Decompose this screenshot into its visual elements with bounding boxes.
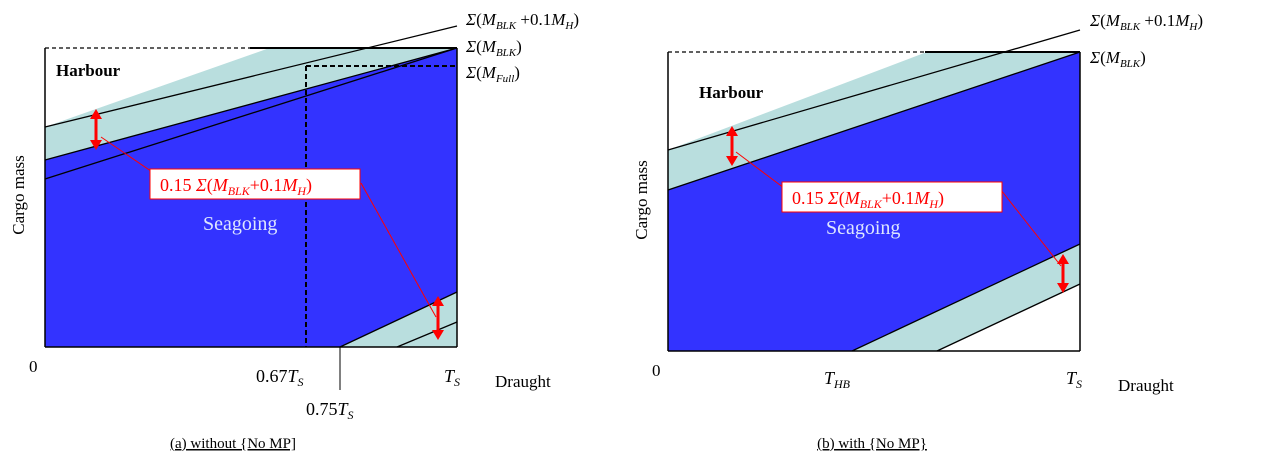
panel-b-arrow-upper: [726, 126, 738, 166]
panel-b-harbour-label: Harbour: [699, 83, 764, 102]
panel-a-arrow-upper: [90, 109, 102, 150]
panel-b-arrow-lower: [1057, 254, 1069, 293]
panel-a-callout-text: 0.15 Σ(MBLK+0.1MH): [160, 175, 312, 198]
panel-b-leader-2: [1000, 189, 1062, 267]
panel-a-line-blk: [44, 47, 458, 180]
panel-b-line-blk: [667, 51, 1081, 191]
panel-b-origin-label: 0: [652, 361, 661, 380]
panel-b-line-lower: [851, 243, 1081, 352]
panel-a-line-lower-2: [396, 321, 458, 348]
panel-a-origin-label: 0: [29, 357, 38, 376]
panel-a-harbour-label: Harbour: [56, 61, 121, 80]
panel-a-seagoing-label: Seagoing: [203, 213, 277, 235]
panel-b-tick-ts-label: TS: [1066, 368, 1082, 391]
panel-a-x-axis-label: Draught: [495, 372, 551, 391]
panel-a-tick-067-label: 0.67TS: [256, 366, 304, 389]
panel-a-leader-2: [360, 182, 437, 318]
panel-a-line-label-full: Σ(MFull): [465, 63, 520, 85]
panel-b-caption: (b) with {No MP}: [817, 436, 927, 452]
panel-a-tick-ts-label: TS: [444, 366, 460, 389]
panel-a-y-axis-label: Cargo mass: [9, 155, 28, 235]
panel-a-tick-075-label: 0.75TS: [306, 399, 354, 422]
panel-a: 0.15 Σ(MBLK+0.1MH) Harbour Seagoing Carg…: [9, 10, 579, 452]
panel-b: 0.15 Σ(MBLK+0.1MH) Harbour Seagoing Carg…: [632, 11, 1203, 452]
panel-b-x-axis-label: Draught: [1118, 376, 1174, 395]
panel-b-callout-box: [781, 181, 1003, 213]
panel-a-arrow-lower: [432, 296, 444, 340]
panel-a-caption: (a) without {No MP]: [170, 436, 296, 452]
panel-a-callout-box: [149, 168, 361, 200]
panel-b-leader-1: [735, 151, 785, 189]
panel-b-y-axis-label: Cargo mass: [632, 160, 651, 240]
panel-b-seagoing-label: Seagoing: [826, 217, 900, 239]
panel-b-line-label-blk: Σ(MBLK): [1089, 48, 1146, 70]
panel-b-line-label-blk-h: Σ(MBLK +0.1MH): [1089, 11, 1203, 33]
panel-b-line-blk-h: [667, 29, 1081, 151]
panel-a-line-label-blk: Σ(MBLK): [465, 37, 522, 59]
panel-b-callout-text: 0.15 Σ(MBLK+0.1MH): [792, 188, 944, 211]
panel-b-tick-thb-label: THB: [824, 368, 851, 391]
panel-a-line-label-blk-h: Σ(MBLK +0.1MH): [465, 10, 579, 32]
panel-a-line-blk-h: [44, 25, 458, 128]
panel-b-line-lower-2: [936, 283, 1081, 352]
